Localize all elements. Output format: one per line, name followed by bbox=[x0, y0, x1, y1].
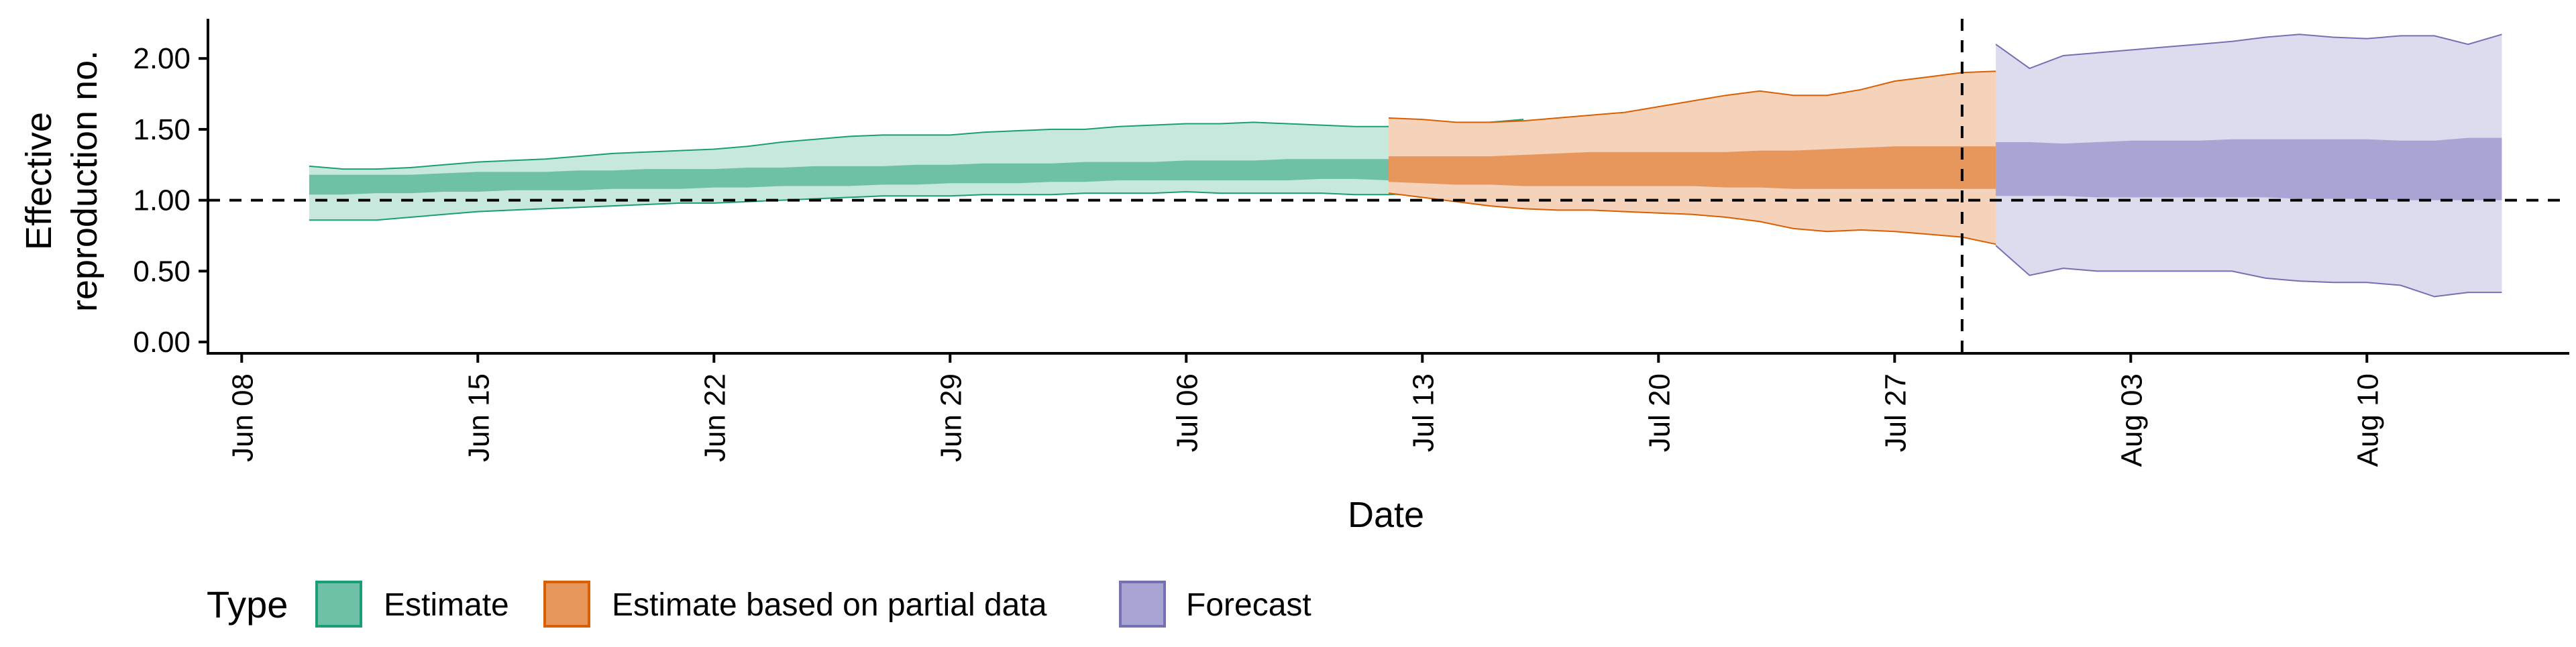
x-tick-label: Jun 22 bbox=[698, 373, 731, 462]
legend-label-estimate: Estimate bbox=[384, 587, 509, 623]
y-tick-label: 2.00 bbox=[133, 42, 191, 75]
lower-bound-line-estimate-based-on-partial-data bbox=[1388, 192, 2098, 255]
x-tick-label: Aug 03 bbox=[2115, 373, 2148, 467]
x-tick-label: Aug 10 bbox=[2351, 373, 2384, 467]
legend-title: Type bbox=[207, 583, 288, 626]
inner-band-forecast bbox=[1996, 137, 2502, 200]
legend-key-forecast bbox=[1119, 581, 1166, 628]
series-forecast bbox=[1995, 34, 2502, 298]
legend-label-partial-data: Estimate based on partial data bbox=[612, 587, 1047, 623]
lower-bound-line-forecast bbox=[1995, 245, 2502, 298]
x-tick-label: Jun 08 bbox=[226, 373, 259, 462]
y-axis-title-line-1: Effective bbox=[19, 112, 59, 250]
x-tick-label: Jul 13 bbox=[1407, 373, 1440, 452]
y-tick-label: 1.00 bbox=[133, 184, 191, 217]
upper-bound-line-estimate-based-on-partial-data bbox=[1388, 59, 2098, 123]
axes bbox=[199, 19, 2569, 363]
y-tick-label: 1.50 bbox=[133, 113, 191, 146]
inner-band-estimate bbox=[309, 158, 1524, 195]
y-axis-title: Effective reproduction no. bbox=[19, 50, 105, 312]
x-tick-label: Jun 15 bbox=[462, 373, 495, 462]
legend-label-forecast: Forecast bbox=[1186, 587, 1311, 623]
series-estimate-based-on-partial-data bbox=[1388, 59, 2098, 255]
axis-text: Date Effective reproduction no. 0.00 0.50… bbox=[19, 42, 2384, 535]
legend-key-estimate bbox=[315, 581, 362, 628]
reference-lines bbox=[208, 19, 2569, 353]
x-tick-label: Jul 06 bbox=[1171, 373, 1203, 452]
y-tick-label: 0.00 bbox=[133, 326, 191, 359]
inner-band-estimate-based-on-partial-data bbox=[1389, 139, 2097, 190]
legend: Type Estimate Estimate based on partial … bbox=[207, 581, 1311, 628]
legend-key-partial-data bbox=[543, 581, 590, 628]
y-axis-title-line-2: reproduction no. bbox=[64, 50, 105, 312]
y-tick-label: 0.50 bbox=[133, 255, 191, 288]
plot-area bbox=[309, 34, 2502, 298]
x-tick-label: Jun 29 bbox=[934, 373, 967, 462]
x-tick-label: Jul 20 bbox=[1643, 373, 1676, 452]
upper-bound-line-forecast bbox=[1995, 34, 2502, 70]
x-tick-label: Jul 27 bbox=[1879, 373, 1912, 452]
lower-bound-line-estimate bbox=[309, 189, 1524, 221]
x-axis-title: Date bbox=[1348, 495, 1424, 535]
series-estimate bbox=[309, 119, 1524, 221]
upper-bound-line-estimate bbox=[309, 119, 1524, 170]
